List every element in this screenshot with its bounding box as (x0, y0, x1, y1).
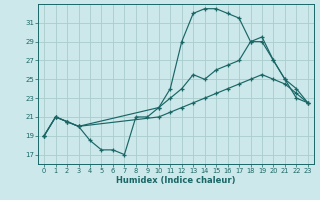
X-axis label: Humidex (Indice chaleur): Humidex (Indice chaleur) (116, 176, 236, 185)
